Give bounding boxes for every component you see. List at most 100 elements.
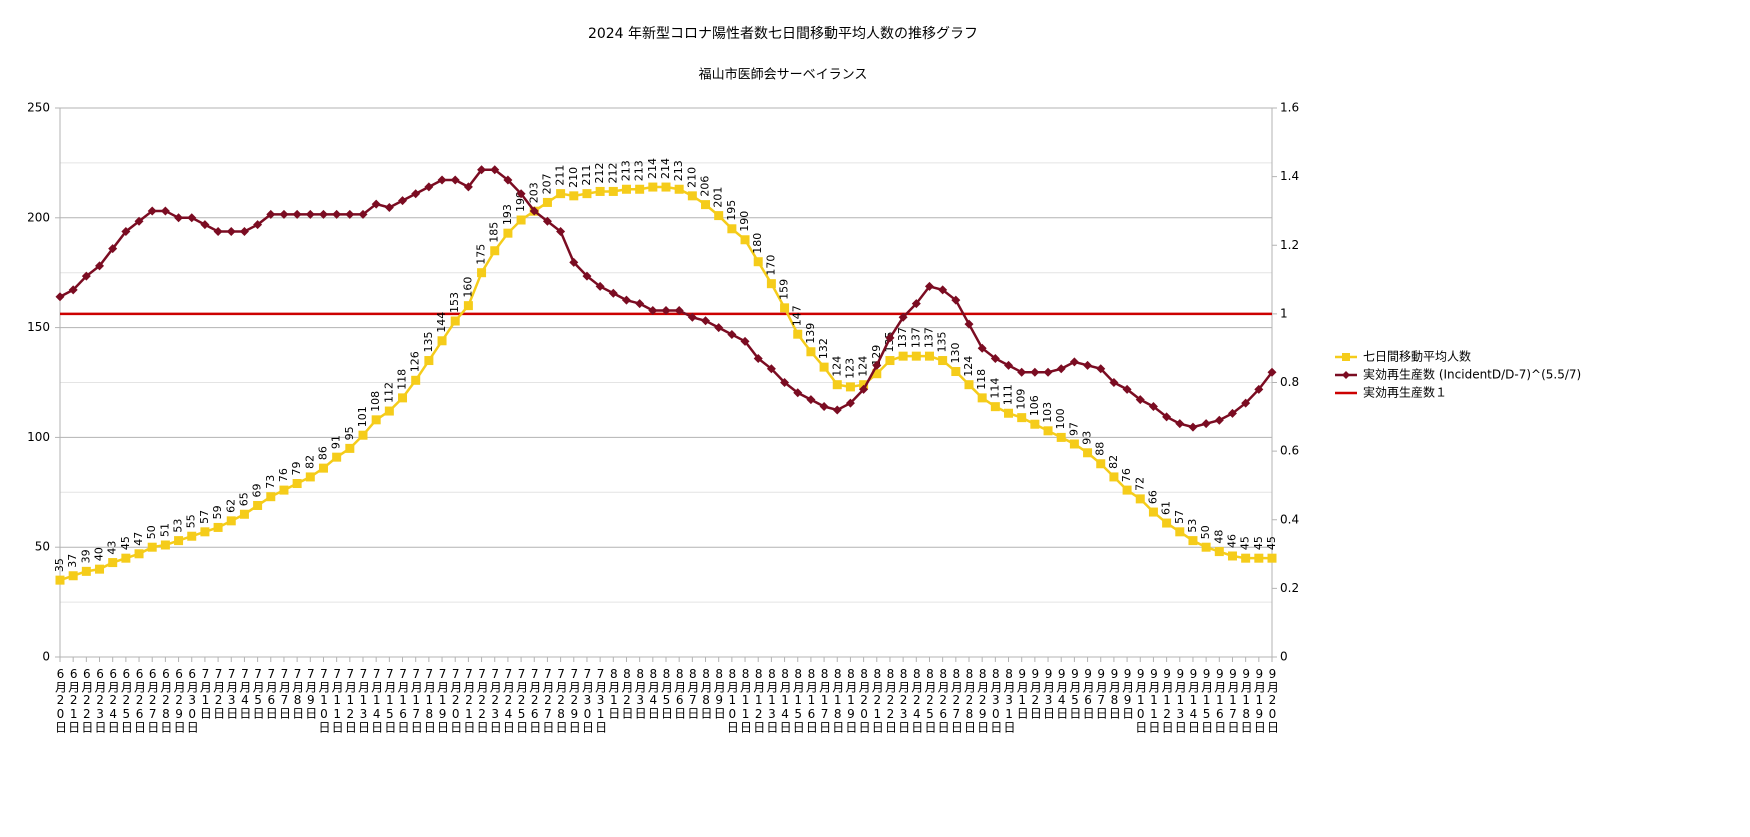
data-label: 159 (778, 279, 791, 300)
marker (477, 268, 487, 278)
marker (95, 261, 105, 271)
x-tick-label: 8月5日 (660, 667, 674, 719)
x-tick-label: 9月16日 (1213, 667, 1227, 733)
marker (55, 292, 65, 302)
marker (582, 271, 592, 281)
data-label: 62 (224, 499, 237, 513)
y2-tick-label: 0.2 (1280, 581, 1299, 595)
marker (714, 323, 724, 333)
marker (174, 213, 184, 223)
data-label: 39 (79, 549, 92, 563)
x-tick-label: 8月25日 (923, 667, 937, 733)
marker (187, 213, 197, 223)
marker (1004, 360, 1014, 370)
marker (793, 329, 803, 339)
marker (345, 443, 355, 453)
x-tick-label: 9月15日 (1200, 667, 1214, 733)
y2-tick-label: 1.4 (1280, 169, 1299, 183)
marker (463, 182, 473, 192)
y-tick-label: 100 (27, 430, 50, 444)
x-tick-label: 9月20日 (1266, 667, 1280, 733)
marker (437, 175, 447, 185)
marker (753, 257, 763, 267)
y2-tick-label: 1.2 (1280, 238, 1299, 252)
data-label: 214 (659, 158, 672, 179)
x-tick-label: 9月17日 (1226, 667, 1240, 733)
data-label: 76 (1120, 468, 1133, 482)
x-tick-label: 8月6日 (673, 667, 687, 719)
data-label: 207 (540, 173, 553, 194)
x-tick-label: 7月10日 (317, 667, 331, 733)
x-tick-label: 7月12日 (343, 667, 357, 733)
marker (490, 246, 500, 256)
marker (674, 184, 684, 194)
marker (793, 388, 803, 398)
marker (463, 301, 473, 311)
marker (174, 536, 184, 546)
data-label: 132 (817, 338, 830, 359)
data-label: 93 (1081, 431, 1094, 445)
x-tick-label: 8月1日 (607, 667, 621, 719)
x-tick-label: 8月19日 (844, 667, 858, 733)
chart-subtitle: 福山市医師会サーベイランス (699, 67, 868, 83)
x-tick-label: 9月11日 (1147, 667, 1161, 733)
marker (68, 285, 78, 295)
data-label: 137 (909, 327, 922, 348)
marker (358, 209, 368, 219)
marker (701, 200, 711, 210)
marker (938, 285, 948, 295)
x-tick-label: 7月8日 (291, 667, 305, 719)
x-tick-label: 6月26日 (133, 667, 147, 733)
x-tick-label: 9月2日 (1028, 667, 1042, 719)
data-label: 46 (1225, 534, 1238, 548)
marker (213, 522, 223, 532)
x-tick-label: 7月6日 (264, 667, 278, 719)
data-label: 126 (409, 351, 422, 372)
data-label: 45 (119, 536, 132, 550)
marker (832, 405, 842, 415)
marker (1096, 459, 1106, 469)
marker (872, 369, 882, 379)
marker (266, 209, 276, 219)
data-label: 57 (1173, 510, 1186, 524)
x-tick-label: 6月27日 (146, 667, 160, 733)
marker (450, 175, 460, 185)
marker (1227, 551, 1237, 561)
marker (160, 540, 170, 550)
marker (687, 312, 697, 322)
x-tick-label: 7月16日 (396, 667, 410, 733)
marker (780, 378, 790, 387)
marker (213, 227, 223, 237)
data-label: 190 (738, 211, 751, 232)
data-label: 170 (764, 255, 777, 276)
marker (424, 356, 434, 366)
x-tick-label: 6月23日 (93, 667, 107, 733)
marker (911, 351, 921, 361)
x-tick-label: 7月9日 (304, 667, 318, 719)
marker (595, 281, 605, 291)
data-label: 111 (1002, 384, 1015, 405)
marker (1056, 364, 1066, 374)
x-tick-label: 8月15日 (791, 667, 805, 733)
data-label: 118 (396, 369, 409, 390)
data-label: 153 (448, 292, 461, 313)
x-tick-label: 8月29日 (976, 667, 990, 733)
data-label: 108 (369, 391, 382, 412)
legend-label: 実効再生産数１ (1363, 385, 1447, 400)
data-label: 210 (685, 167, 698, 188)
x-tick-label: 6月24日 (106, 667, 120, 733)
marker (305, 472, 315, 482)
x-tick-label: 7月25日 (515, 667, 529, 733)
x-tick-label: 9月14日 (1186, 667, 1200, 733)
x-tick-label: 8月11日 (739, 667, 753, 733)
marker (503, 175, 513, 185)
x-tick-label: 7月14日 (370, 667, 384, 733)
data-label: 65 (237, 492, 250, 506)
marker (542, 216, 552, 226)
x-tick-label: 8月8日 (699, 667, 713, 719)
data-label: 50 (145, 525, 158, 539)
marker (924, 281, 934, 291)
marker (121, 227, 131, 237)
x-tick-label: 8月4日 (646, 667, 660, 719)
x-tick-label: 8月22日 (883, 667, 897, 733)
